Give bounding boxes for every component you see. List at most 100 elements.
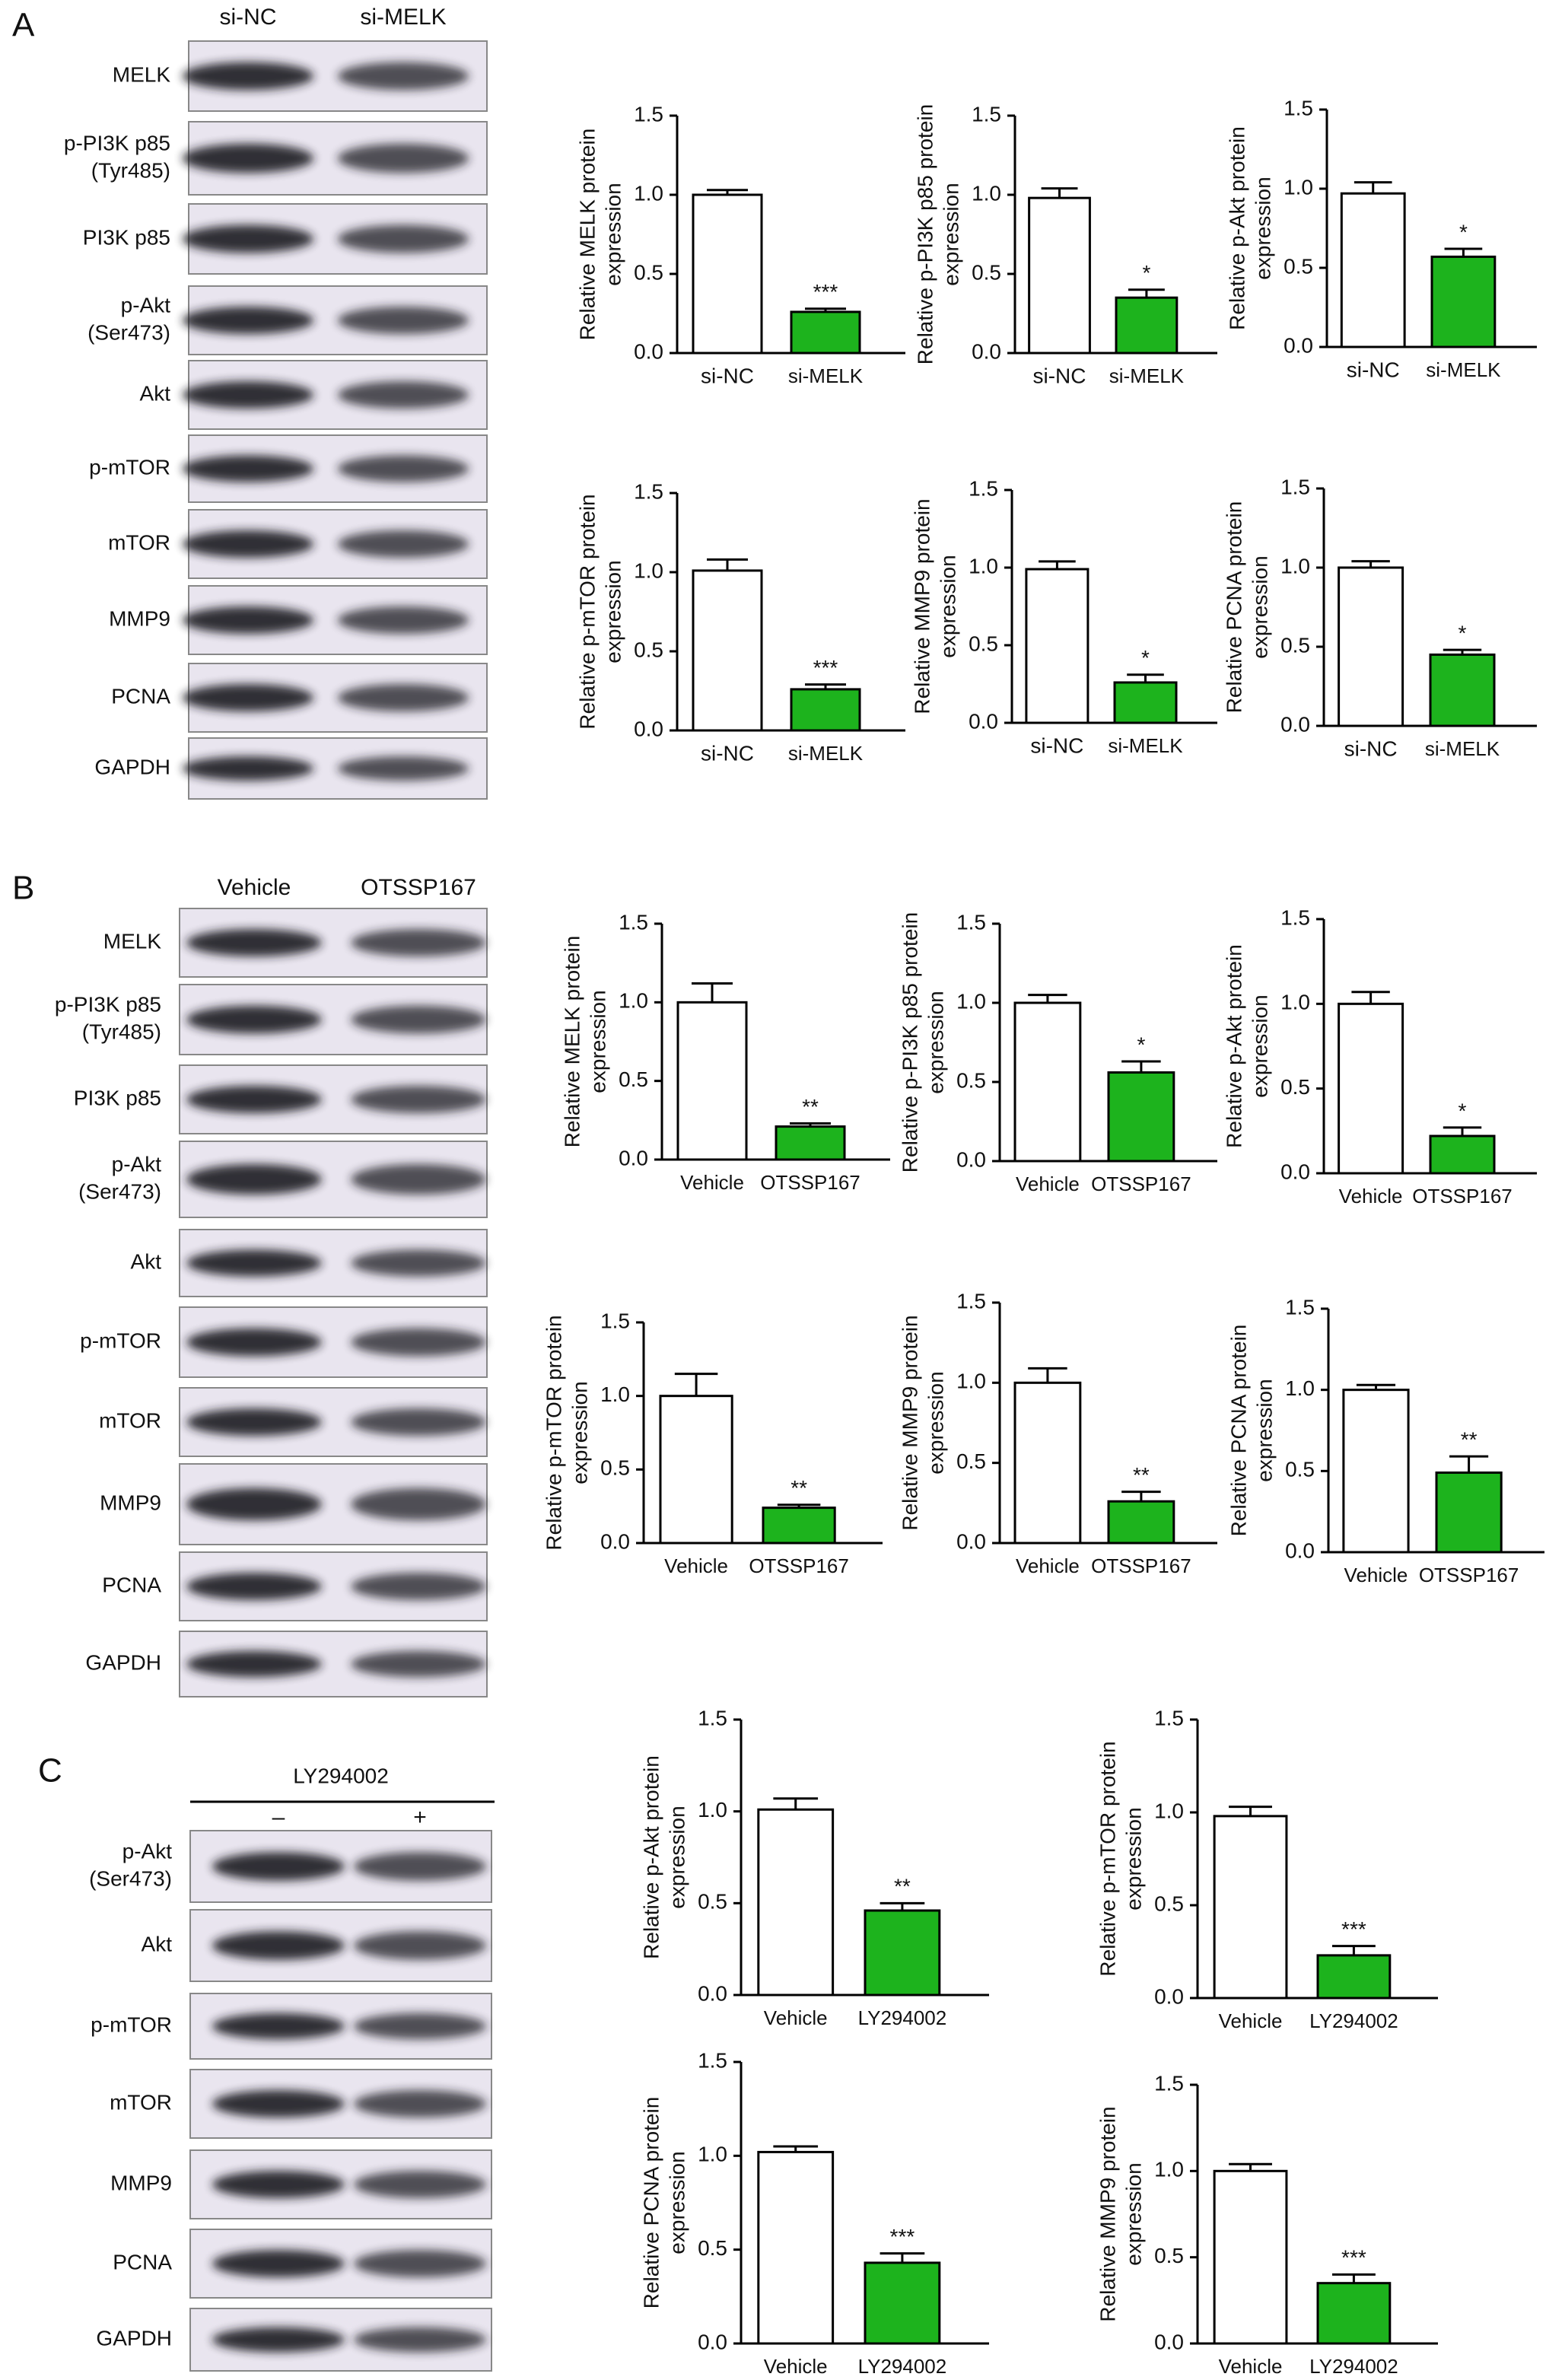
x-tick-label: OTSSP167 <box>1419 1564 1519 1586</box>
bar <box>1338 566 1404 727</box>
x-tick-label: OTSSP167 <box>1091 1554 1191 1577</box>
blot-band <box>186 1086 322 1113</box>
bar <box>790 688 861 732</box>
blot-label: mTOR <box>99 1408 161 1432</box>
blot-label: mTOR <box>110 2090 172 2114</box>
bar <box>864 2261 941 2345</box>
bar <box>1338 1002 1404 1175</box>
x-tick-label: Vehicle <box>1344 1564 1408 1586</box>
blot-label: PI3K p85 <box>83 225 170 249</box>
x-tick-label: LY294002 <box>1309 2355 1398 2378</box>
x-tick-label: LY294002 <box>1309 2009 1398 2032</box>
x-tick-label: Vehicle <box>1219 2355 1283 2378</box>
bar <box>676 1001 748 1161</box>
significance: * <box>1137 1032 1145 1056</box>
y-tick-label: 1.5 <box>634 102 663 126</box>
bar <box>757 1808 835 1997</box>
y-tick-label: 0.5 <box>600 1456 630 1480</box>
blot-band <box>351 1086 486 1113</box>
blot-band <box>337 455 469 482</box>
blot-label: PCNA <box>113 2250 172 2273</box>
y-tick-label: 0.5 <box>969 632 998 655</box>
y-tick-label: 1.0 <box>1280 554 1310 578</box>
y-tick-label: 0.5 <box>1154 1892 1184 1915</box>
significance: *** <box>890 2225 915 2248</box>
y-axis-label: Relative PCNA protein <box>1226 1325 1250 1537</box>
y-axis-label: Relative MMP9 protein <box>910 498 934 714</box>
blot-band <box>186 1573 322 1600</box>
y-tick-label: 1.0 <box>698 2143 727 2166</box>
y-axis-label: Relative p-PI3K p85 protein <box>898 912 921 1172</box>
y-tick-label: 1.0 <box>1154 1799 1184 1822</box>
blot-label: mTOR <box>108 530 170 554</box>
y-axis-label: expression <box>1121 1807 1145 1910</box>
bar <box>1115 296 1179 355</box>
y-tick-label: 0.0 <box>1284 333 1313 357</box>
significance: *** <box>1341 1917 1366 1941</box>
significance: * <box>1141 646 1150 670</box>
blot-band <box>351 1249 486 1277</box>
y-tick-label: 1.0 <box>1284 175 1313 199</box>
y-axis-label: Relative PCNA protein <box>639 2097 663 2309</box>
blot-band <box>353 1931 487 1960</box>
blot-label: PCNA <box>102 1573 161 1596</box>
blot-band <box>351 1005 486 1034</box>
blot-band <box>212 2250 345 2277</box>
x-tick-label: Vehicle <box>664 1554 728 1577</box>
y-tick-label: 0.5 <box>1280 1075 1310 1099</box>
y-tick-label: 1.0 <box>698 1798 727 1822</box>
y-axis-label: expression <box>1252 1379 1276 1481</box>
blot-band <box>337 224 469 253</box>
x-tick-label: si-MELK <box>1109 364 1185 387</box>
y-tick-label: 1.0 <box>634 181 663 205</box>
blot-band <box>351 929 486 956</box>
y-tick-label: 0.5 <box>619 1068 648 1091</box>
bar <box>864 1909 941 1997</box>
blot-band <box>186 1650 322 1678</box>
y-axis-label: Relative p-Akt protein <box>1225 126 1249 330</box>
blot-band <box>182 606 314 634</box>
panel-label: C <box>38 1752 62 1790</box>
x-tick-label: Vehicle <box>1016 1172 1080 1195</box>
blot-band <box>182 756 314 781</box>
blot-label: MELK <box>113 62 171 86</box>
blot-band <box>337 684 469 711</box>
y-tick-label: 1.5 <box>1154 2071 1184 2095</box>
bar <box>692 193 763 355</box>
y-tick-label: 0.0 <box>634 339 663 363</box>
blot-band <box>186 929 322 956</box>
lane-label: – <box>272 1805 285 1830</box>
lane-label: Vehicle <box>218 875 291 900</box>
blot-band <box>182 143 314 173</box>
y-tick-label: 0.0 <box>600 1529 630 1553</box>
y-tick-label: 1.0 <box>1154 2158 1184 2181</box>
blot-band <box>182 224 314 253</box>
x-tick-label: si-NC <box>701 741 754 765</box>
y-tick-label: 0.5 <box>1280 633 1310 657</box>
blot-label: Akt <box>142 1932 173 1955</box>
y-axis-label: Relative p-mTOR protein <box>575 494 599 729</box>
blot-band <box>353 2250 487 2277</box>
blot-band <box>186 1005 322 1034</box>
bar <box>757 2150 835 2345</box>
panel-label: A <box>12 7 35 44</box>
y-tick-label: 1.0 <box>956 1370 986 1393</box>
lane-label: OTSSP167 <box>361 875 476 900</box>
bar <box>1430 255 1497 348</box>
y-axis-label: Relative MELK protein <box>560 936 584 1148</box>
y-tick-label: 0.0 <box>956 1147 986 1171</box>
y-tick-label: 1.5 <box>698 2048 727 2072</box>
y-tick-label: 1.5 <box>698 1706 727 1729</box>
y-axis-label: expression <box>665 1806 689 1908</box>
bar <box>1113 681 1178 724</box>
blot-band <box>337 307 469 334</box>
bar <box>1316 2282 1392 2345</box>
bar <box>775 1125 846 1161</box>
y-tick-label: 1.0 <box>619 989 648 1013</box>
blot-label: (Ser473) <box>87 320 170 344</box>
bar <box>1429 653 1496 727</box>
y-axis-label: Relative p-mTOR protein <box>1096 1741 1119 1976</box>
significance: *** <box>813 656 838 679</box>
blot-band <box>337 530 469 558</box>
y-tick-label: 1.5 <box>956 1289 986 1312</box>
